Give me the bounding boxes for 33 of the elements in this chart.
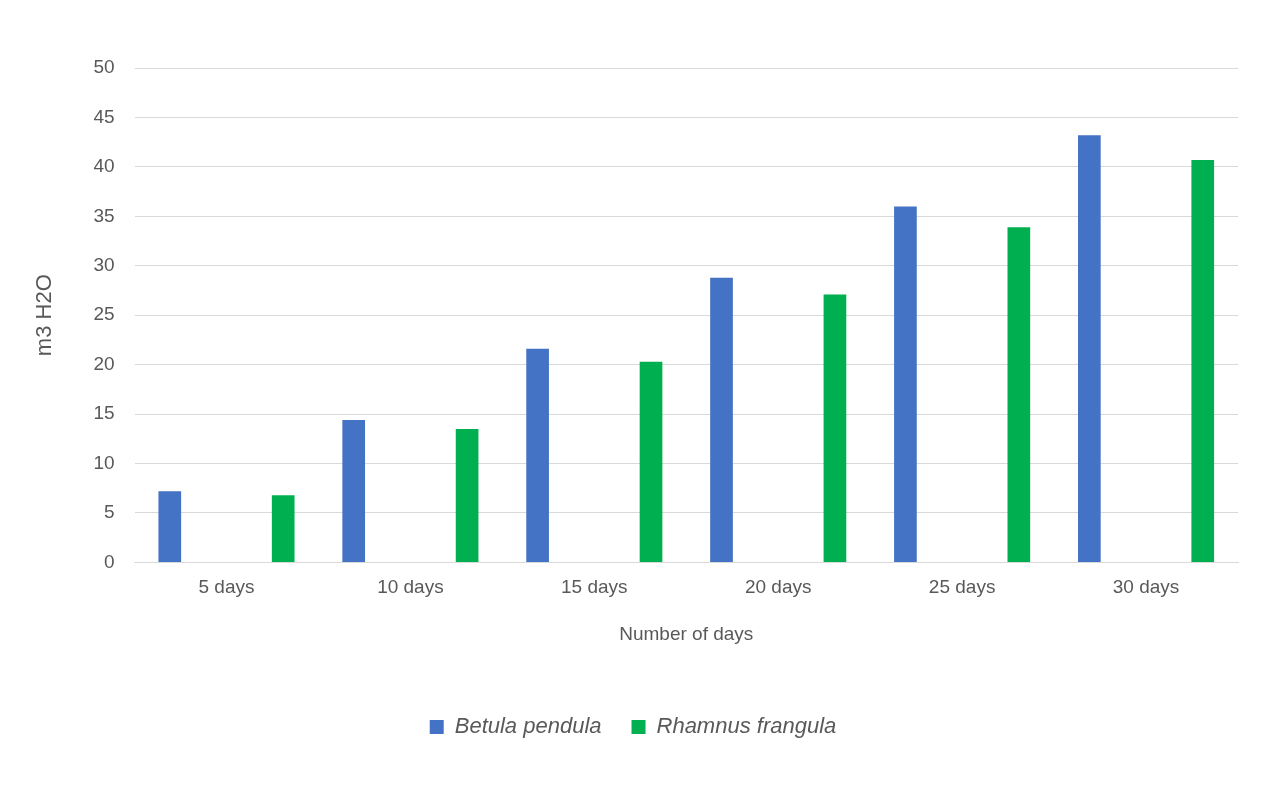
bar — [342, 420, 366, 562]
y-axis-title: m3 H2O — [31, 274, 57, 357]
bar — [271, 495, 295, 562]
bar — [823, 294, 847, 562]
bar — [526, 348, 549, 562]
bar — [1191, 159, 1215, 562]
bar — [710, 277, 733, 562]
bar — [455, 428, 479, 562]
y-tick-label: 35 — [93, 204, 115, 226]
x-tick-label: 10 days — [377, 576, 444, 598]
bar — [158, 491, 182, 562]
x-tick-label: 20 days — [744, 576, 812, 598]
y-tick-label: 25 — [93, 303, 115, 325]
y-tick-label: 0 — [103, 550, 115, 572]
legend-label: Rhamnus frangula — [656, 713, 837, 739]
y-tick-label: 15 — [93, 402, 115, 424]
bar — [639, 361, 663, 562]
bar — [894, 206, 917, 562]
x-tick-label: 5 days — [198, 576, 255, 598]
y-tick-label: 20 — [93, 352, 115, 374]
y-tick-label: 30 — [93, 253, 115, 275]
y-tick-label: 10 — [93, 451, 115, 473]
x-axis-title: Number of days — [619, 622, 754, 644]
y-tick-label: 45 — [93, 105, 115, 127]
y-tick-label: 40 — [93, 155, 115, 177]
y-tick-label: 50 — [93, 56, 115, 78]
bar — [1007, 227, 1031, 562]
x-tick-label: 15 days — [561, 576, 628, 598]
x-tick-label: 25 days — [928, 576, 996, 598]
y-tick-label: 5 — [103, 501, 115, 523]
bar — [1078, 135, 1101, 562]
x-tick-label: 30 days — [1112, 576, 1180, 598]
legend-label: Betula pendula — [454, 713, 602, 739]
